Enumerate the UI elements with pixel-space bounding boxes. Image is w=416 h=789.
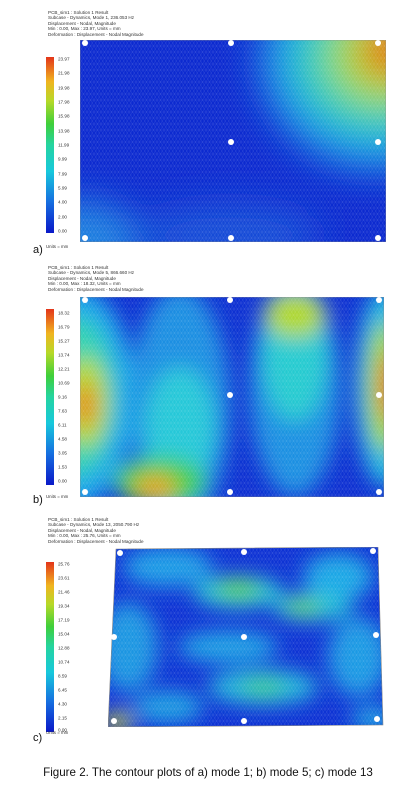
tick-label: 6.11 — [58, 422, 67, 428]
mount-holes — [82, 40, 381, 241]
panel-letter: b) — [33, 494, 43, 506]
contour-plot — [108, 547, 384, 727]
units-label: Units = mm — [46, 244, 69, 249]
units-label: Units = mm — [46, 730, 69, 735]
tick-label: 19.98 — [58, 85, 70, 91]
header-line: PCB_sim1 : Solution 1 Result — [48, 517, 109, 522]
tick-label: 12.88 — [58, 645, 70, 651]
tick-label: 11.99 — [58, 142, 70, 148]
header-line: Displacement - Nodal, Magnitude — [48, 527, 116, 533]
tick-label: 16.79 — [58, 324, 70, 330]
tick-label: 6.45 — [58, 687, 67, 693]
tick-label: 17.19 — [58, 617, 70, 623]
panel-mode-13: PCB_sim1 : Solution 1 Result Subcase - D… — [0, 512, 416, 762]
tick-label: 15.04 — [58, 631, 70, 637]
header-line: Subcase - Dynamics, Mode 5, 866.660 Hz — [48, 270, 135, 276]
panel-letter: a) — [33, 244, 43, 256]
header-line: Min : 0.00, Max : 25.76, Units = mm — [48, 533, 121, 539]
mount-holes — [111, 548, 380, 724]
result-header: PCB_sim1 : Solution 1 Result Subcase - D… — [48, 517, 144, 544]
header-line: Deformation : Displacement - Nodal Magni… — [48, 538, 144, 544]
tick-label: 4.30 — [58, 701, 67, 707]
header-line: Deformation : Displacement - Nodal Magni… — [48, 31, 144, 37]
units-label: Units = mm — [46, 494, 69, 499]
header-line: Subcase - Dynamics, Mode 13, 2050.790 Hz — [48, 522, 140, 528]
header-line: Displacement - Nodal, Magnitude — [48, 20, 116, 26]
tick-label: 23.97 — [58, 56, 70, 62]
tick-label: 0.00 — [58, 228, 67, 234]
tick-label: 5.99 — [58, 185, 67, 191]
header-line: Deformation : Displacement - Nodal Magni… — [48, 286, 144, 292]
panel-mode-5: PCB_sim1 : Solution 1 Result Subcase - D… — [0, 262, 416, 512]
color-legend-bar — [46, 562, 54, 732]
panel-mode-1: PCB_sim1 : Solution 1 Result Subcase - D… — [0, 0, 416, 262]
tick-label: 7.63 — [58, 408, 67, 414]
tick-label: 9.16 — [58, 394, 67, 400]
header-line: PCB_sim1 : Solution 1 Result — [48, 10, 109, 15]
result-header: PCB_sim1 : Solution 1 Result Subcase - D… — [48, 265, 144, 292]
tick-label: 19.34 — [58, 603, 70, 609]
contour-plot — [80, 40, 386, 242]
tick-label: 7.99 — [58, 171, 67, 177]
contour-plot — [80, 297, 384, 497]
tick-label: 2.00 — [58, 214, 67, 220]
tick-label: 21.46 — [58, 589, 70, 595]
color-legend-bar — [46, 309, 54, 485]
color-legend-bar — [46, 57, 54, 233]
tick-label: 18.32 — [58, 310, 70, 316]
tick-label: 15.98 — [58, 113, 70, 119]
tick-label: 15.27 — [58, 338, 70, 344]
mount-holes — [82, 297, 382, 495]
header-line: PCB_sim1 : Solution 1 Result — [48, 265, 109, 270]
tick-label: 17.98 — [58, 99, 70, 105]
tick-label: 4.58 — [58, 436, 67, 442]
tick-label: 25.76 — [58, 561, 70, 567]
header-line: Displacement - Nodal, Magnitude — [48, 275, 116, 281]
tick-label: 4.00 — [58, 199, 67, 205]
header-line: Subcase - Dynamics, Mode 1, 236.053 Hz — [48, 15, 135, 21]
result-header: PCB_sim1 : Solution 1 Result Subcase - D… — [48, 10, 144, 37]
tick-label: 13.74 — [58, 352, 70, 358]
tick-label: 23.61 — [58, 575, 70, 581]
figure-caption: Figure 2. The contour plots of a) mode 1… — [43, 766, 373, 779]
tick-label: 13.98 — [58, 128, 70, 134]
tick-label: 3.05 — [58, 450, 67, 456]
tick-label: 1.53 — [58, 464, 67, 470]
tick-label: 9.99 — [58, 156, 67, 162]
tick-label: 8.59 — [58, 673, 67, 679]
tick-label: 2.15 — [58, 715, 67, 721]
panel-letter: c) — [33, 732, 43, 744]
header-line: Min : 0.00, Max : 18.32, Units = mm — [48, 281, 121, 287]
tick-label: 0.00 — [58, 478, 67, 484]
tick-label: 10.69 — [58, 380, 70, 386]
tick-label: 0.00 — [58, 727, 67, 733]
tick-label: 12.21 — [58, 366, 70, 372]
tick-label: 21.98 — [58, 70, 70, 76]
header-line: Min : 0.00, Max : 23.97, Units = mm — [48, 26, 121, 32]
tick-label: 10.74 — [58, 659, 70, 665]
